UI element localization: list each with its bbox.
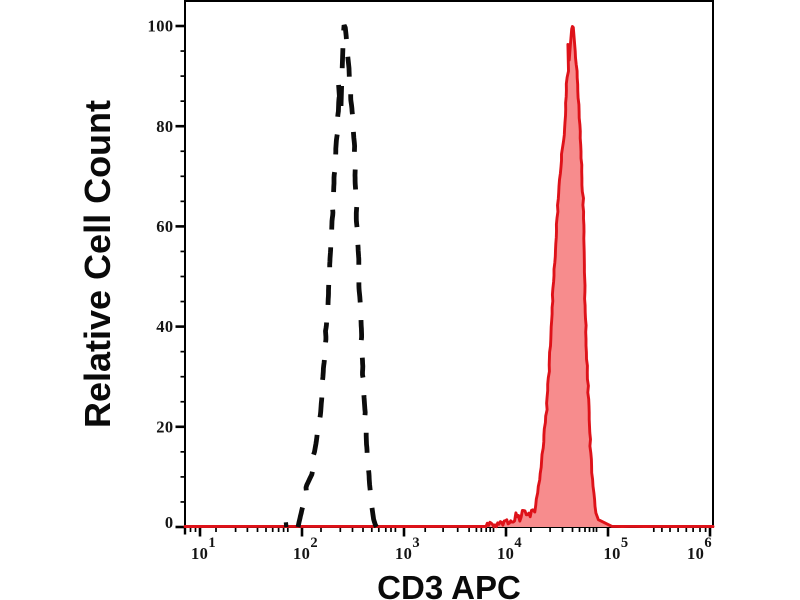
svg-text:80: 80	[156, 117, 173, 136]
svg-text:CD3 APC: CD3 APC	[377, 569, 521, 600]
svg-text:0: 0	[165, 513, 174, 532]
svg-text:40: 40	[156, 317, 173, 336]
svg-text:100: 100	[148, 17, 174, 36]
svg-text:Relative Cell Count: Relative Cell Count	[77, 100, 118, 428]
svg-text:60: 60	[156, 217, 173, 236]
svg-text:20: 20	[156, 417, 173, 436]
